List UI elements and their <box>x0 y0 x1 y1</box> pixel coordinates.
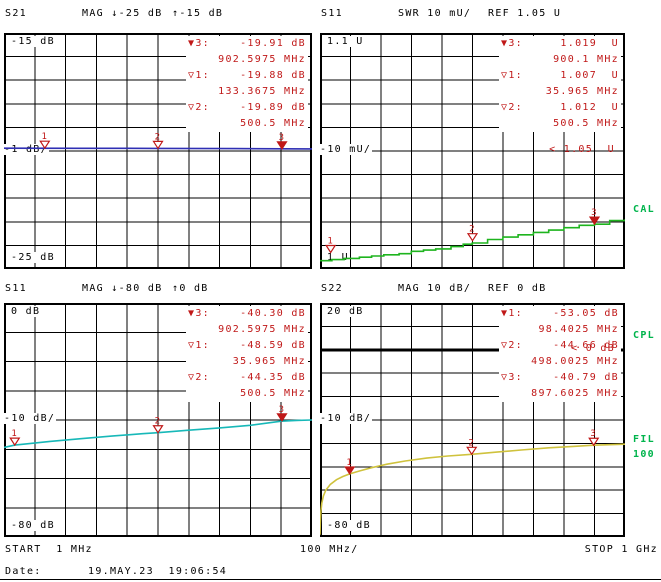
quadrant-ref-label: REF 0 dB <box>488 283 547 294</box>
marker-value: 1.007 U <box>560 70 619 81</box>
marker-value: -19.88 dB <box>240 70 306 81</box>
sweep-per-div-label: 100 MHz/ <box>300 544 359 555</box>
softkey-label-fil-value: 100 <box>633 449 655 460</box>
marker-readout-s22-mag: ▼1: -53.05 dB 98.4025 MHz ▽2: -44.66 dB 498.0… <box>499 306 621 402</box>
softkey-label-cal: CAL <box>633 204 655 215</box>
marker-icon: ▽1: <box>501 70 523 81</box>
marker-value: 1.019 U <box>560 38 619 49</box>
softkey-label-cpl: CPL <box>633 330 655 341</box>
marker-readout-s11-swr: ▼3: 1.019 U 900.1 MHz ▽1: 1.007 U 35.965 MHz ▽… <box>499 36 621 132</box>
quadrant-channel-label: S22 <box>321 283 343 294</box>
marker-frequency: 900.1 MHz <box>553 54 619 65</box>
marker-value: -40.30 dB <box>240 308 306 319</box>
marker-readout-row: ▼1: -53.05 dB <box>499 306 621 322</box>
scale-per-div-label: -1 dB/ <box>3 144 49 155</box>
separator-line <box>0 579 661 580</box>
sweep-stop-label: STOP 1 GHz <box>584 544 658 555</box>
scale-per-div-label: -10 dB/ <box>3 413 57 424</box>
quadrant-scale-label: SWR 10 mU/ <box>398 8 472 19</box>
quadrant-scale-label: MAG 10 dB/ <box>398 283 472 294</box>
marker-readout-row: ▽2: -44.35 dB <box>186 370 308 386</box>
marker-frequency: 902.5975 MHz <box>218 54 306 65</box>
marker-readout-row: ▽2: -19.89 dB <box>186 100 308 116</box>
marker-value: -19.91 dB <box>240 38 306 49</box>
marker-value: -53.05 dB <box>553 308 619 319</box>
scale-bottom-label: -80 dB <box>326 520 372 531</box>
marker-value: -40.79 dB <box>553 372 619 383</box>
marker-active-icon: ▼3: <box>501 38 523 49</box>
marker-value: -48.59 dB <box>240 340 306 351</box>
marker-active-icon: ▼3: <box>188 38 210 49</box>
marker-icon: ▽3: <box>501 372 523 383</box>
ref-level-pointer: < 0 dB <box>571 342 615 354</box>
marker-readout-row: ▽2: -44.66 dB <box>499 338 621 354</box>
marker-readout-s21-mag: ▼3: -19.91 dB 902.5975 MHz ▽1: -19.88 dB 133.… <box>186 36 308 132</box>
quadrant-channel-label: S11 <box>321 8 343 19</box>
marker-frequency: 500.5 MHz <box>240 388 306 399</box>
marker-readout-row: ▼3: -40.30 dB <box>186 306 308 322</box>
quadrant-scale-label: MAG ↓-80 dB <box>82 283 163 294</box>
scale-per-div-label: -10 dB/ <box>319 413 373 424</box>
marker-readout-row: ▼3: -19.91 dB <box>186 36 308 52</box>
marker-frequency: 35.965 MHz <box>232 356 306 367</box>
marker-icon: ▽2: <box>501 340 523 351</box>
marker-frequency: 902.5975 MHz <box>218 324 306 335</box>
marker-readout-row: ▽2: 1.012 U <box>499 100 621 116</box>
marker-value: 1.012 U <box>560 102 619 113</box>
marker-value: -44.35 dB <box>240 372 306 383</box>
marker-frequency: 897.6025 MHz <box>531 388 619 399</box>
date-label: Date: <box>5 566 42 577</box>
marker-frequency: 133.3675 MHz <box>218 86 306 97</box>
quadrant-channel-label: S11 <box>5 283 27 294</box>
quadrant-ref-label: REF 1.05 U <box>488 8 562 19</box>
sweep-start-label: START 1 MHz <box>5 544 93 555</box>
marker-frequency: 500.5 MHz <box>240 118 306 129</box>
scale-top-label: -15 dB <box>10 36 56 47</box>
quadrant-ref-label: ↑-15 dB <box>172 8 224 19</box>
marker-icon: ▽2: <box>188 372 210 383</box>
quadrant-channel-label: S21 <box>5 8 27 19</box>
marker-frequency: 98.4025 MHz <box>538 324 619 335</box>
marker-readout-row: ▽1: 1.007 U <box>499 68 621 84</box>
marker-active-icon: ▼1: <box>501 308 523 319</box>
softkey-label-fil: FIL <box>633 434 655 445</box>
marker-frequency: 35.965 MHz <box>545 86 619 97</box>
scale-bottom-label: -80 dB <box>10 520 56 531</box>
marker-icon: ▽1: <box>188 70 210 81</box>
marker-value: -19.89 dB <box>240 102 306 113</box>
marker-frequency: 500.5 MHz <box>553 118 619 129</box>
marker-readout-row: ▽1: -19.88 dB <box>186 68 308 84</box>
marker-readout-row: ▽3: -40.79 dB <box>499 370 621 386</box>
scale-bottom-label: 1 U <box>326 252 350 263</box>
marker-icon: ▽1: <box>188 340 210 351</box>
date-value: 19.MAY.23 19:06:54 <box>88 566 228 577</box>
quadrant-scale-label: MAG ↓-25 dB <box>82 8 163 19</box>
marker-readout-row: ▽1: -48.59 dB <box>186 338 308 354</box>
scale-top-label: 1.1 U <box>326 36 365 47</box>
marker-icon: ▽2: <box>501 102 523 113</box>
marker-icon: ▽2: <box>188 102 210 113</box>
scale-top-label: 0 dB <box>10 306 42 317</box>
marker-readout-row: ▼3: 1.019 U <box>499 36 621 52</box>
marker-readout-s11-mag: ▼3: -40.30 dB 902.5975 MHz ▽1: -48.59 dB 35.9… <box>186 306 308 402</box>
quadrant-ref-label: ↑0 dB <box>172 283 209 294</box>
scale-bottom-label: -25 dB <box>10 252 56 263</box>
marker-value: -44.66 dB <box>553 340 619 351</box>
marker-active-icon: ▼3: <box>188 308 210 319</box>
ref-level-pointer: < 1.05 U <box>549 144 615 155</box>
marker-frequency: 498.0025 MHz <box>531 356 619 367</box>
scale-per-div-label: -10 mU/ <box>319 144 373 155</box>
scale-top-label: 20 dB <box>326 306 365 317</box>
